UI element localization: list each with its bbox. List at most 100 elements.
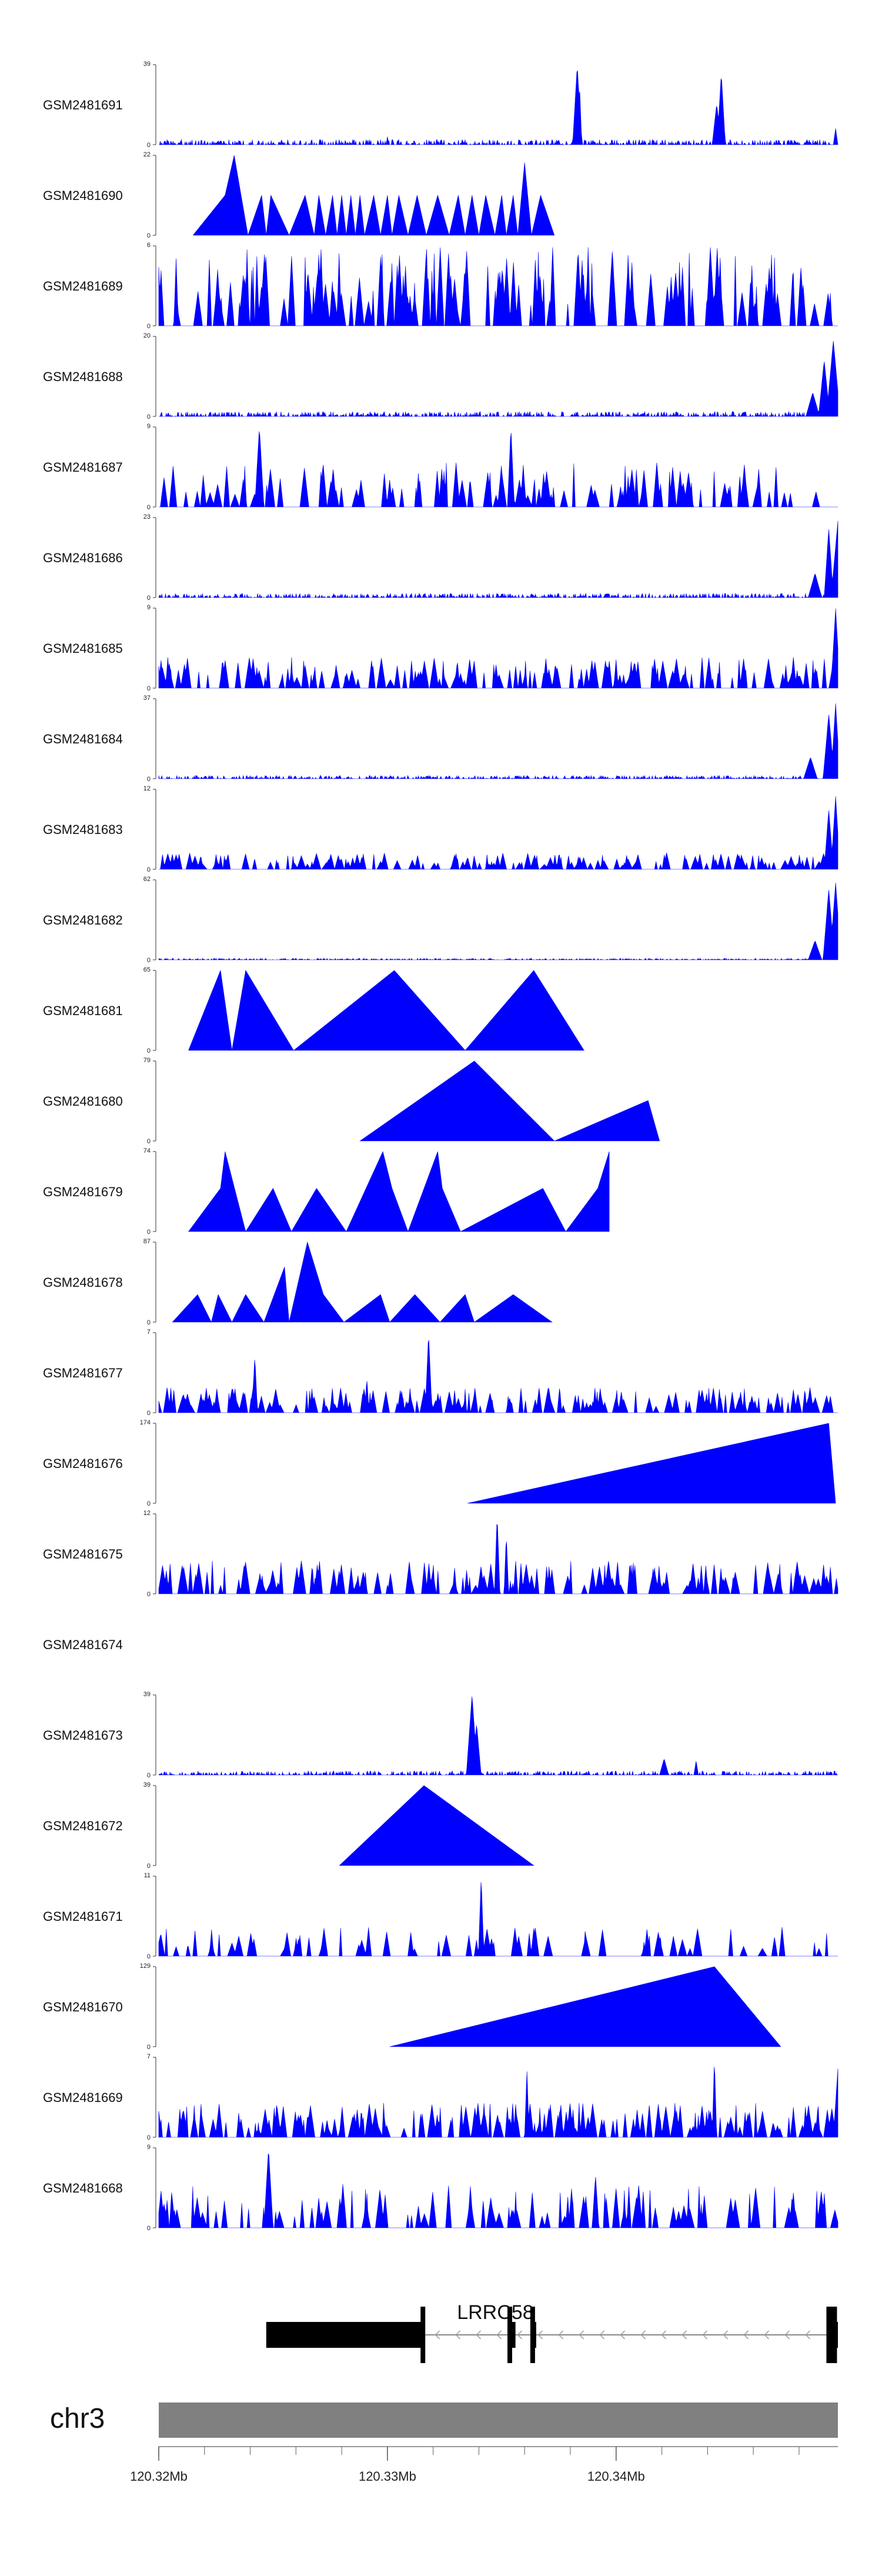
track-GSM2481685: GSM2481685 9 0 xyxy=(43,604,838,692)
y-max-label: 7 xyxy=(147,1329,151,1336)
strand-arrow xyxy=(743,2330,749,2340)
track-GSM2481673: GSM2481673 39 0 xyxy=(43,1691,838,1779)
track-label: GSM2481678 xyxy=(43,1275,123,1290)
coverage-area xyxy=(188,1151,610,1232)
track-label: GSM2481681 xyxy=(43,1003,123,1018)
y-max-label: 23 xyxy=(143,513,151,520)
ideogram-track: chr3 xyxy=(50,2403,838,2438)
track-GSM2481681: GSM2481681 65 0 xyxy=(43,966,584,1055)
exon xyxy=(530,2307,535,2363)
strand-arrow xyxy=(537,2330,543,2340)
strand-arrow xyxy=(640,2330,646,2340)
coverage-area xyxy=(467,1423,836,1504)
y-min-label: 0 xyxy=(147,1500,151,1507)
track-label: GSM2481691 xyxy=(43,98,123,112)
strand-arrow xyxy=(723,2330,729,2340)
coverage-area xyxy=(188,969,584,1051)
gene-name-label: LRRC58 xyxy=(457,2301,533,2324)
track-GSM2481688: GSM2481688 20 0 xyxy=(43,332,838,421)
coverage-area xyxy=(158,520,838,599)
strand-arrow xyxy=(784,2330,790,2340)
coverage-area xyxy=(158,882,838,960)
track-label: GSM2481674 xyxy=(43,1637,123,1652)
x-tick-label: 120.32Mb xyxy=(130,2469,188,2484)
y-min-label: 0 xyxy=(147,1319,151,1326)
track-GSM2481670: GSM2481670 129 0 xyxy=(43,1963,781,2051)
track-GSM2481686: GSM2481686 23 0 xyxy=(43,513,838,602)
track-GSM2481687: GSM2481687 9 0 xyxy=(43,423,838,511)
exon xyxy=(266,2322,422,2348)
y-max-label: 174 xyxy=(140,1419,151,1426)
track-label: GSM2481685 xyxy=(43,641,123,656)
y-min-label: 0 xyxy=(147,1591,151,1598)
track-label: GSM2481679 xyxy=(43,1184,123,1199)
track-label: GSM2481687 xyxy=(43,460,123,475)
track-label: GSM2481677 xyxy=(43,1366,123,1380)
track-label: GSM2481688 xyxy=(43,369,123,384)
chromosome-label: chr3 xyxy=(50,2403,105,2434)
y-max-label: 39 xyxy=(143,1691,151,1698)
y-min-label: 0 xyxy=(147,2225,151,2232)
track-GSM2481682: GSM2481682 62 0 xyxy=(43,876,838,964)
strand-arrow xyxy=(558,2330,564,2340)
y-max-label: 62 xyxy=(143,876,151,883)
strand-arrow xyxy=(764,2330,770,2340)
track-label: GSM2481675 xyxy=(43,1547,123,1561)
exon xyxy=(420,2307,426,2363)
exon xyxy=(507,2307,512,2363)
y-min-label: 0 xyxy=(147,1047,151,1055)
coverage-area xyxy=(192,155,555,236)
y-min-label: 0 xyxy=(147,323,151,330)
track-GSM2481683: GSM2481683 12 0 xyxy=(43,785,838,873)
y-min-label: 0 xyxy=(147,1863,151,1870)
strand-arrow xyxy=(517,2330,523,2340)
track-GSM2481676: GSM2481676 174 0 xyxy=(43,1419,836,1507)
coverage-area xyxy=(339,1785,534,1866)
track-GSM2481674: GSM2481674 xyxy=(43,1637,123,1652)
track-GSM2481689: GSM2481689 6 0 xyxy=(43,242,838,330)
gene-track: LRRC58 xyxy=(266,2301,838,2363)
track-label: GSM2481684 xyxy=(43,732,123,746)
track-GSM2481669: GSM2481669 7 0 xyxy=(43,2053,838,2141)
coverage-area xyxy=(389,1966,781,2047)
track-label: GSM2481690 xyxy=(43,188,123,203)
coverage-area xyxy=(158,1696,838,1776)
y-min-label: 0 xyxy=(147,142,151,149)
y-min-label: 0 xyxy=(147,504,151,511)
y-max-label: 9 xyxy=(147,423,151,430)
track-label: GSM2481672 xyxy=(43,1818,123,1833)
y-max-label: 9 xyxy=(147,604,151,611)
strand-arrow xyxy=(435,2330,440,2340)
y-max-label: 11 xyxy=(144,1872,151,1879)
track-label: GSM2481671 xyxy=(43,1909,123,1924)
y-max-label: 6 xyxy=(147,242,151,249)
y-min-label: 0 xyxy=(147,957,151,964)
y-max-label: 39 xyxy=(143,1781,151,1788)
track-GSM2481672: GSM2481672 39 0 xyxy=(43,1781,534,1870)
coverage-area xyxy=(159,796,838,870)
y-min-label: 0 xyxy=(147,776,151,783)
strand-arrow xyxy=(620,2330,626,2340)
exon xyxy=(826,2307,837,2363)
track-GSM2481690: GSM2481690 22 0 xyxy=(43,151,555,239)
track-GSM2481671: GSM2481671 11 0 xyxy=(43,1872,838,1960)
track-GSM2481678: GSM2481678 87 0 xyxy=(43,1238,553,1326)
strand-arrow xyxy=(702,2330,708,2340)
track-label: GSM2481670 xyxy=(43,2000,123,2014)
y-max-label: 22 xyxy=(143,151,151,158)
coverage-area xyxy=(158,703,838,780)
y-min-label: 0 xyxy=(147,866,151,873)
track-GSM2481684: GSM2481684 37 0 xyxy=(43,695,838,783)
coverage-area xyxy=(158,2067,838,2138)
y-min-label: 0 xyxy=(147,2044,151,2051)
x-tick-label: 120.34Mb xyxy=(587,2469,645,2484)
strand-arrow xyxy=(599,2330,605,2340)
track-label: GSM2481668 xyxy=(43,2181,123,2195)
coverage-area xyxy=(158,1882,838,1957)
coverage-area xyxy=(159,70,838,146)
y-min-label: 0 xyxy=(147,1410,151,1417)
y-min-label: 0 xyxy=(147,1953,151,1960)
track-label: GSM2481673 xyxy=(43,1728,123,1743)
y-max-label: 74 xyxy=(143,1147,151,1154)
track-GSM2481677: GSM2481677 7 0 xyxy=(43,1329,838,1417)
